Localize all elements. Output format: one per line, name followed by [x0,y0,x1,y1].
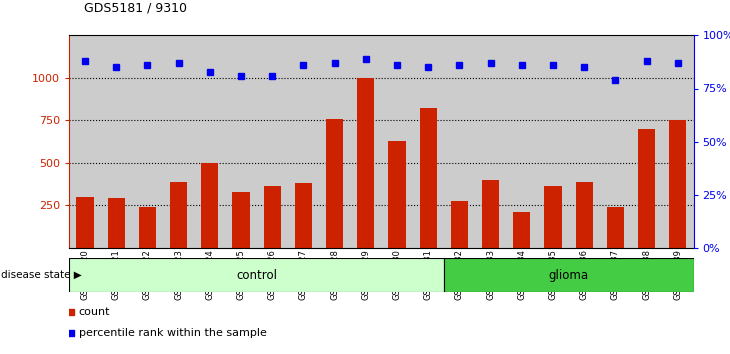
Text: glioma: glioma [549,269,588,282]
Bar [226,35,257,248]
Bar [326,119,343,248]
Bar [607,207,624,248]
Bar [77,197,93,248]
Bar [482,180,499,248]
Bar [662,35,694,248]
Bar [232,192,250,248]
Bar [444,258,694,292]
Bar [537,35,569,248]
Bar [295,183,312,248]
Bar [507,35,537,248]
Text: count: count [79,307,110,316]
Bar [194,35,226,248]
Bar [131,35,163,248]
Bar [600,35,631,248]
Bar [576,182,593,248]
Bar [631,35,662,248]
Bar [139,207,156,248]
Bar [420,108,437,248]
Bar [357,78,374,248]
Bar [101,35,132,248]
Bar [388,141,406,248]
Bar [545,186,561,248]
Bar [69,258,444,292]
Bar [513,212,531,248]
Bar [444,35,475,248]
Bar [451,201,468,248]
Bar [569,35,600,248]
Bar [170,182,187,248]
Text: percentile rank within the sample: percentile rank within the sample [79,328,266,338]
Text: control: control [236,269,277,282]
Bar [319,35,350,248]
Bar [350,35,381,248]
Bar [257,35,288,248]
Bar [638,129,656,248]
Bar [107,198,125,248]
Text: disease state ▶: disease state ▶ [1,270,82,280]
Text: GDS5181 / 9310: GDS5181 / 9310 [84,1,187,14]
Bar [163,35,194,248]
Bar [201,163,218,248]
Bar [69,35,101,248]
Bar [412,35,444,248]
Bar [475,35,507,248]
Bar [288,35,319,248]
Bar [381,35,412,248]
Bar [264,186,281,248]
Bar [669,120,686,248]
